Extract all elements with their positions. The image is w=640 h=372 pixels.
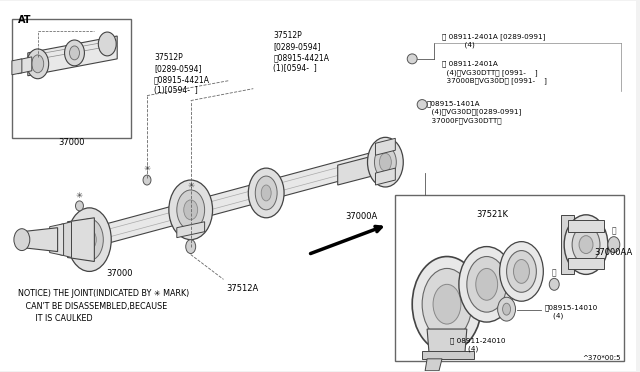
- Ellipse shape: [507, 251, 536, 292]
- Ellipse shape: [374, 146, 396, 178]
- Text: Ⓝ 08911-2401A [0289-0991]
          (4): Ⓝ 08911-2401A [0289-0991] (4): [442, 33, 545, 48]
- Ellipse shape: [32, 55, 44, 73]
- Polygon shape: [376, 168, 396, 185]
- Ellipse shape: [513, 260, 529, 283]
- Text: ⓜ08915-1401A
  (4)〈VG30D〉[0289-0991]
  37000F〈VG30DTT〉: ⓜ08915-1401A (4)〈VG30D〉[0289-0991] 37000…: [427, 100, 522, 124]
- Ellipse shape: [422, 269, 472, 340]
- Text: 37512A: 37512A: [227, 284, 259, 294]
- Text: 37000: 37000: [58, 138, 84, 147]
- Ellipse shape: [476, 269, 498, 300]
- Polygon shape: [28, 36, 117, 76]
- Ellipse shape: [143, 175, 151, 185]
- Polygon shape: [177, 222, 205, 238]
- Text: ⓜ: ⓜ: [552, 268, 557, 278]
- Polygon shape: [84, 148, 387, 250]
- Text: 37512P
[0289-0594]
ⓜ08915-4421A
(1)[0594-  ]: 37512P [0289-0594] ⓜ08915-4421A (1)[0594…: [154, 53, 210, 95]
- Ellipse shape: [177, 190, 205, 230]
- Polygon shape: [568, 220, 604, 232]
- Ellipse shape: [412, 257, 482, 352]
- Ellipse shape: [564, 215, 608, 275]
- Ellipse shape: [14, 229, 30, 251]
- Text: ⓜ: ⓜ: [612, 227, 616, 236]
- Ellipse shape: [459, 247, 515, 322]
- Text: Ⓝ 08911-2401A
  (4)〈VG30DTT〉 [0991-    ]
  37000B〈VG30D〉 [0991-    ]: Ⓝ 08911-2401A (4)〈VG30DTT〉 [0991- ] 3700…: [442, 61, 547, 84]
- Ellipse shape: [99, 32, 116, 56]
- Polygon shape: [68, 218, 94, 262]
- Text: NOTICE) THE JOINT(INDICATED BY ✳ MARK)
   CAN'T BE DISASSEMBLED,BECAUSE
       I: NOTICE) THE JOINT(INDICATED BY ✳ MARK) C…: [18, 289, 189, 323]
- Text: 37000AA: 37000AA: [594, 248, 632, 257]
- Ellipse shape: [65, 40, 84, 66]
- Polygon shape: [568, 257, 604, 269]
- Polygon shape: [425, 359, 442, 371]
- Ellipse shape: [502, 303, 511, 315]
- Ellipse shape: [549, 278, 559, 290]
- Ellipse shape: [261, 185, 271, 201]
- Text: 37000A: 37000A: [346, 212, 378, 221]
- Polygon shape: [12, 59, 22, 75]
- Polygon shape: [561, 215, 574, 275]
- Ellipse shape: [27, 49, 49, 79]
- Polygon shape: [427, 329, 467, 354]
- Polygon shape: [338, 152, 387, 185]
- Ellipse shape: [186, 240, 196, 254]
- Text: ^370*00:5: ^370*00:5: [582, 355, 621, 361]
- Ellipse shape: [169, 180, 212, 240]
- Ellipse shape: [608, 237, 620, 253]
- Text: 37521K: 37521K: [477, 210, 509, 219]
- Polygon shape: [60, 222, 72, 257]
- Text: 37512P
[0289-0594]
ⓜ08915-4421A
(1)[0594-  ]: 37512P [0289-0594] ⓜ08915-4421A (1)[0594…: [273, 31, 329, 73]
- Ellipse shape: [83, 230, 97, 250]
- Text: ✳: ✳: [143, 164, 150, 173]
- Ellipse shape: [68, 208, 111, 272]
- Ellipse shape: [70, 46, 79, 60]
- Text: ⓜ08915-14010
    (4): ⓜ08915-14010 (4): [544, 304, 598, 319]
- Bar: [422, 351, 474, 359]
- Ellipse shape: [248, 168, 284, 218]
- Bar: [12, 19, 131, 138]
- Ellipse shape: [184, 200, 198, 220]
- Polygon shape: [18, 57, 32, 74]
- Ellipse shape: [380, 153, 391, 171]
- Ellipse shape: [433, 284, 461, 324]
- Ellipse shape: [417, 100, 427, 109]
- Ellipse shape: [579, 236, 593, 254]
- Polygon shape: [50, 224, 63, 256]
- Ellipse shape: [498, 297, 515, 321]
- Ellipse shape: [76, 219, 103, 260]
- Ellipse shape: [500, 242, 543, 301]
- Text: 37000: 37000: [106, 269, 132, 278]
- Ellipse shape: [407, 54, 417, 64]
- Ellipse shape: [367, 137, 403, 187]
- Text: ✳: ✳: [76, 191, 83, 200]
- Ellipse shape: [76, 201, 83, 211]
- Polygon shape: [22, 228, 58, 251]
- Polygon shape: [376, 138, 396, 155]
- Text: Ⓝ 08911-24010
        (4): Ⓝ 08911-24010 (4): [450, 337, 506, 352]
- Ellipse shape: [467, 257, 507, 312]
- Text: AT: AT: [18, 15, 31, 25]
- Ellipse shape: [255, 176, 277, 210]
- Polygon shape: [396, 195, 624, 361]
- Text: ✳: ✳: [188, 181, 194, 190]
- Ellipse shape: [572, 226, 600, 263]
